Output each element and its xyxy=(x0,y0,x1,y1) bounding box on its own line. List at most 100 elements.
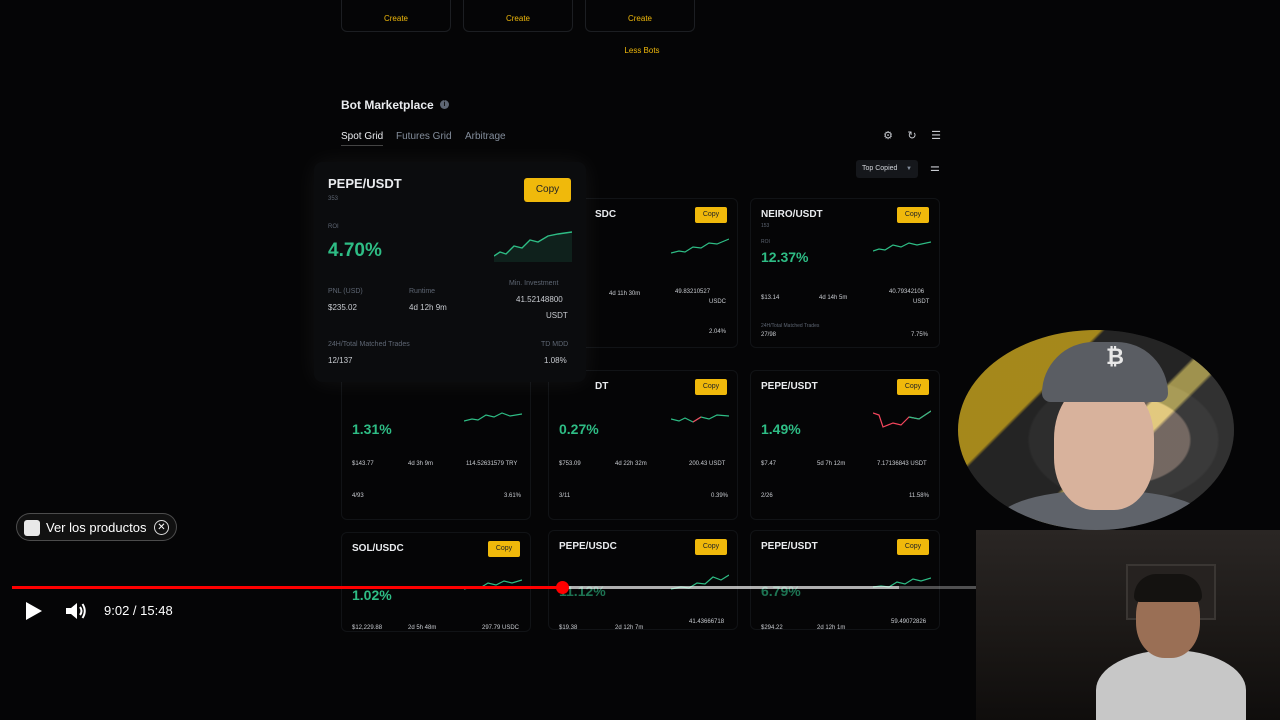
trades-value: 2/26 xyxy=(761,493,773,499)
bot-card[interactable]: SOL/USDC Copy 1.02% $12,229.88 2d 5h 48m… xyxy=(341,532,531,632)
roi-sparkline xyxy=(873,577,931,588)
bot-card[interactable]: PEPE/USDC Copy 11.12% $19.38 2d 12h 7m 4… xyxy=(548,530,738,631)
bot-pair: SOL/USDC xyxy=(352,543,404,554)
sort-dropdown-label: Top Copied xyxy=(862,165,898,172)
roi-value: 12.37% xyxy=(761,249,809,265)
trades-label: 24H/Total Matched Trades xyxy=(328,341,410,348)
bot-card[interactable]: NEIRO/USDT 153 Copy ROI 12.37% $13.14 4d… xyxy=(750,198,940,348)
roi-value: 1.02% xyxy=(352,587,392,603)
pnl-label: PNL (USD) xyxy=(328,288,363,295)
runtime-value: 5d 7h 12m xyxy=(817,461,846,467)
bot-pair: PEPE/USDT xyxy=(761,381,818,392)
shopping-bag-icon xyxy=(24,520,40,536)
sort-dropdown[interactable]: Top Copied ▼ xyxy=(856,160,918,178)
less-bots-link[interactable]: Less Bots xyxy=(624,46,660,55)
bot-pair: DT xyxy=(595,381,609,392)
mdd-value: 3.61% xyxy=(504,493,522,499)
min-investment-value: 41.52148800 xyxy=(516,295,563,304)
copy-button[interactable]: Copy xyxy=(695,207,727,223)
trades-label: 24H/Total Matched Trades xyxy=(761,323,820,329)
min-investment-value: 41.43666718 xyxy=(689,619,725,625)
mdd-value: 0.39% xyxy=(711,493,729,499)
info-icon[interactable]: i xyxy=(440,100,449,109)
copy-button[interactable]: Copy xyxy=(524,178,571,202)
copy-button[interactable]: Copy xyxy=(695,379,727,395)
bot-card[interactable]: PEPE/USDT Copy 6.79% $294.22 2d 12h 1m 5… xyxy=(750,530,940,631)
refresh-icon[interactable]: ↻ xyxy=(907,130,917,142)
mdd-label: TD MDD xyxy=(541,341,569,348)
runtime-label: Runtime xyxy=(409,288,436,295)
bot-template-card: Create xyxy=(341,0,451,32)
copy-button[interactable]: Copy xyxy=(897,207,929,223)
bot-users-count: 153 xyxy=(761,223,770,229)
copy-button[interactable]: Copy xyxy=(897,379,929,395)
mdd-value: 2.04% xyxy=(709,329,727,335)
pnl-value: $294.22 xyxy=(761,625,783,631)
roi-label: ROI xyxy=(761,239,770,245)
roi-sparkline xyxy=(671,574,729,590)
bot-card[interactable]: PEPE/USDT Copy 1.49% $7.47 5d 7h 12m 7.1… xyxy=(750,370,940,520)
roi-sparkline xyxy=(873,241,931,252)
pnl-value: $235.02 xyxy=(328,303,357,312)
bot-card[interactable]: 1.31% $143.77 4d 3h 9m 114.52631579 TRY … xyxy=(341,370,531,520)
progress-played xyxy=(12,586,563,589)
min-investment-value: 40.79342106 xyxy=(889,289,925,295)
list-view-icon[interactable]: ☰ xyxy=(931,130,941,142)
min-investment-value: 297.79 USDC xyxy=(482,625,520,631)
mdd-value: 11.58% xyxy=(909,493,929,499)
create-button[interactable]: Create xyxy=(505,14,530,23)
trades-value: 3/11 xyxy=(559,493,571,499)
roi-sparkline xyxy=(464,579,522,590)
progress-scrubber-handle[interactable] xyxy=(556,581,570,594)
roi-sparkline xyxy=(494,231,572,262)
copy-button[interactable]: Copy xyxy=(897,539,929,555)
min-investment-unit: USDC xyxy=(709,299,727,305)
min-investment-label: Min. Investment xyxy=(509,280,559,287)
runtime-value: 4d 22h 32m xyxy=(615,461,647,467)
pnl-value: $12,229.88 xyxy=(352,625,383,631)
bot-card[interactable]: DT Copy 0.27% $753.09 4d 22h 32m 200.43 … xyxy=(548,370,738,520)
view-products-button[interactable]: Ver los productos ✕ xyxy=(16,513,177,541)
runtime-value: 4d 14h 5m xyxy=(819,295,848,301)
copy-button[interactable]: Copy xyxy=(488,541,520,557)
roi-sparkline xyxy=(671,414,729,423)
tab-arbitrage[interactable]: Arbitrage xyxy=(465,131,506,142)
bot-pair: PEPE/USDT xyxy=(328,176,402,191)
bot-template-card: Create xyxy=(585,0,695,32)
close-icon[interactable]: ✕ xyxy=(154,520,169,535)
tab-underline xyxy=(341,145,383,146)
settings-icon[interactable]: ⚙ xyxy=(883,130,893,142)
featured-bot-card[interactable]: PEPE/USDT 353 Copy ROI 4.70% PNL (USD) $… xyxy=(314,162,586,382)
volume-icon[interactable] xyxy=(64,600,88,622)
filter-icon[interactable]: ⚌ xyxy=(930,162,940,174)
bot-pair: PEPE/USDT xyxy=(761,541,818,552)
roi-value: 4.70% xyxy=(328,240,382,261)
copy-button[interactable]: Copy xyxy=(695,539,727,555)
webcam-guest xyxy=(976,530,1280,720)
runtime-value: 4d 11h 30m xyxy=(609,291,641,297)
bot-template-card: Create xyxy=(463,0,573,32)
tab-futures-grid[interactable]: Futures Grid xyxy=(396,131,452,142)
webcam-host: ₿ xyxy=(958,330,1234,530)
play-icon[interactable] xyxy=(22,600,44,622)
roi-label: ROI xyxy=(328,224,339,230)
guest-hair xyxy=(1134,574,1202,602)
bitcoin-logo-icon: ₿ xyxy=(1106,344,1124,369)
video-progress-bar[interactable] xyxy=(12,581,976,594)
mdd-value: 7.75% xyxy=(911,332,929,338)
create-button[interactable]: Create xyxy=(383,14,408,23)
tab-spot-grid[interactable]: Spot Grid xyxy=(341,131,384,142)
min-investment-value: 200.43 USDT xyxy=(689,461,726,467)
bot-pair: NEIRO/USDT xyxy=(761,209,823,220)
pnl-value: $143.77 xyxy=(352,461,374,467)
runtime-value: 2d 12h 7m xyxy=(615,625,644,631)
guest-body xyxy=(1096,650,1246,720)
mdd-value: 1.08% xyxy=(544,356,567,365)
create-button[interactable]: Create xyxy=(627,14,652,23)
roi-sparkline xyxy=(873,410,931,428)
video-time: 9:02 / 15:48 xyxy=(104,603,173,618)
pnl-value: $7.47 xyxy=(761,461,777,467)
pnl-value: $13.14 xyxy=(761,295,780,301)
bot-pair: PEPE/USDC xyxy=(559,541,617,552)
